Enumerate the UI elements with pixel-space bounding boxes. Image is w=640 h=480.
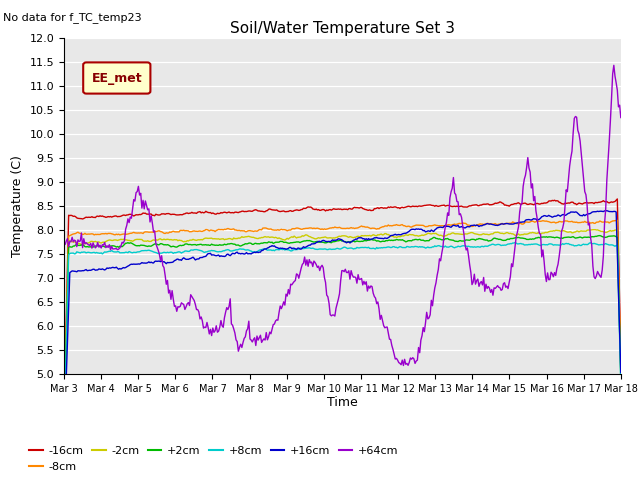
Legend: -16cm, -8cm, -2cm, +2cm, +8cm, +16cm, +64cm: -16cm, -8cm, -2cm, +2cm, +8cm, +16cm, +6…: [25, 442, 403, 476]
Text: No data for f_TC_temp23: No data for f_TC_temp23: [3, 12, 142, 23]
X-axis label: Time: Time: [327, 396, 358, 408]
Text: EE_met: EE_met: [92, 72, 142, 85]
Title: Soil/Water Temperature Set 3: Soil/Water Temperature Set 3: [230, 21, 455, 36]
Y-axis label: Temperature (C): Temperature (C): [11, 156, 24, 257]
